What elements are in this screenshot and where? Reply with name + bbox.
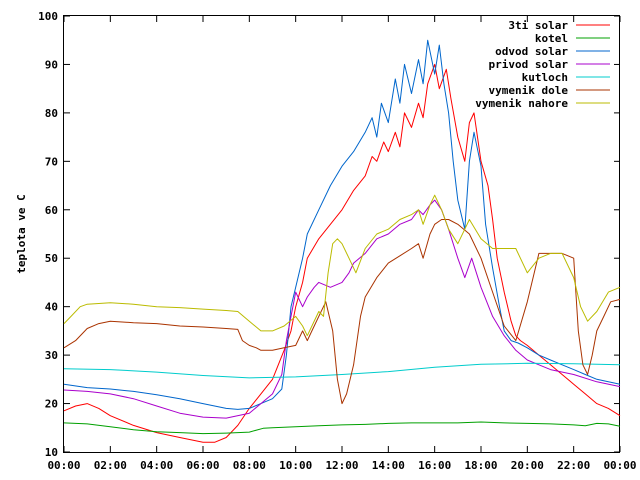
- y-axis: 10 20 30 40 50 60 70 80 90 100: [38, 10, 620, 459]
- y-tick-label: 10: [45, 446, 58, 459]
- legend-label: vymenik nahore: [475, 97, 568, 110]
- x-tick-label: 14:00: [372, 459, 405, 472]
- x-tick-label: 04:00: [140, 459, 173, 472]
- legend-label: vymenik dole: [489, 84, 569, 97]
- series-line-5: [63, 362, 621, 379]
- y-tick-label: 100: [38, 10, 58, 23]
- x-tick-label: 02:00: [94, 459, 127, 472]
- x-tick-label: 18:00: [464, 459, 497, 472]
- plot-frame: [63, 15, 620, 453]
- legend-label: odvod solar: [495, 45, 568, 58]
- series-line-3: [63, 39, 621, 410]
- legend-label: privod solar: [489, 58, 569, 71]
- legend-label: 3ti solar: [508, 19, 568, 32]
- y-tick-label: 20: [45, 398, 58, 411]
- y-tick-label: 90: [45, 58, 58, 71]
- y-tick-label: 80: [45, 107, 58, 120]
- x-tick-label: 08:00: [233, 459, 266, 472]
- y-tick-label: 60: [45, 204, 58, 217]
- x-tick-label: 00:00: [47, 459, 80, 472]
- y-tick-label: 30: [45, 349, 58, 362]
- y-tick-label: 50: [45, 252, 58, 265]
- legend-label: kotel: [535, 32, 568, 45]
- x-tick-label: 06:00: [186, 459, 219, 472]
- x-tick-label: 10:00: [279, 459, 312, 472]
- x-axis: 00:00 02:00 04:00 06:00 08:00 10:00 12:00 14:00…: [47, 16, 637, 472]
- series-line-6: [63, 219, 621, 405]
- series-line-7: [63, 194, 621, 337]
- series-layer: [63, 39, 621, 443]
- x-tick-label: 22:00: [557, 459, 590, 472]
- series-line-4: [63, 199, 621, 419]
- x-tick-label: 00:00: [603, 459, 636, 472]
- series-line-2: [63, 421, 621, 435]
- x-tick-label: 12:00: [325, 459, 358, 472]
- y-tick-label: 40: [45, 301, 58, 314]
- y-axis-label: teplota ve C: [15, 194, 28, 273]
- series-line-1: [63, 63, 621, 443]
- y-tick-label: 70: [45, 155, 58, 168]
- legend-label: kutloch: [522, 71, 568, 84]
- x-tick-label: 20:00: [511, 459, 544, 472]
- x-tick-label: 16:00: [418, 459, 451, 472]
